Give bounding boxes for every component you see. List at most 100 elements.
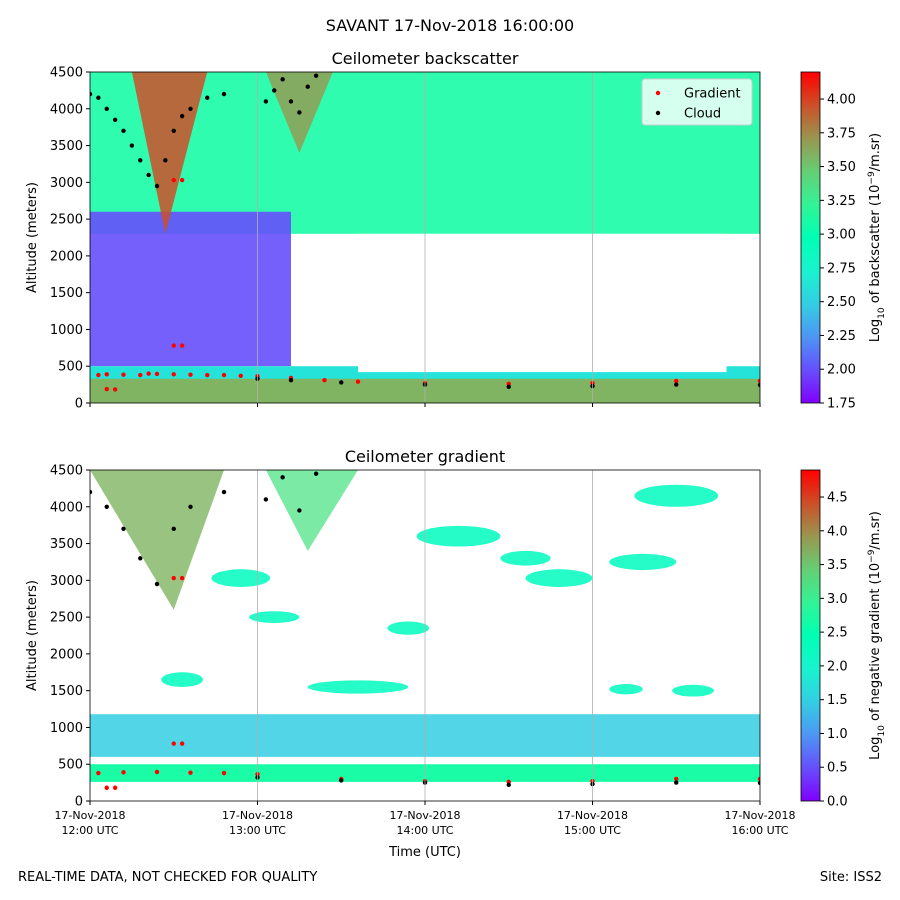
legend-label: Cloud — [684, 107, 721, 122]
y-tick-label: 2500 — [50, 213, 83, 228]
gradient-point — [171, 177, 176, 183]
y-tick-label: 2000 — [50, 249, 83, 264]
colorbar — [800, 469, 821, 802]
cloud-point — [297, 110, 302, 115]
cloud-point — [171, 128, 176, 134]
colorbar-tick-label: 0.5 — [827, 761, 848, 776]
gradient-point — [121, 372, 126, 377]
x-tick-label: 12:00 UTC — [61, 824, 118, 837]
gradient-patch — [211, 569, 271, 587]
y-tick-label: 0 — [75, 397, 83, 412]
colorbar-tick-label: 2.25 — [827, 329, 856, 344]
cloud-point — [112, 117, 118, 123]
gradient-patch — [307, 680, 409, 694]
colorbar-label-part: of negative gradient (10 — [868, 563, 883, 725]
gradient-patch — [609, 684, 643, 695]
cloud-point — [339, 380, 344, 385]
x-tick-label: 17-Nov-2018 — [54, 809, 125, 822]
cloud-point — [90, 489, 93, 495]
gradient-point — [171, 741, 176, 746]
gradient-patch — [672, 684, 714, 697]
gradient-point — [112, 785, 118, 790]
colorbar-tick-label: 4.0 — [827, 524, 848, 539]
cloud-point — [221, 91, 227, 97]
y-tick-label: 3500 — [50, 139, 83, 154]
gradient-point — [322, 377, 327, 383]
gradient-patch — [249, 611, 300, 623]
y-tick-label: 4000 — [50, 500, 83, 515]
y-tick-label: 1500 — [50, 286, 83, 301]
cloud-point — [154, 581, 160, 587]
cloud-point — [313, 73, 319, 78]
gradient-point — [757, 776, 760, 782]
gradient-point — [188, 372, 193, 377]
cloud-point — [263, 497, 269, 502]
gradient-point — [221, 372, 227, 378]
gradient-point — [171, 343, 176, 348]
gradient-point — [238, 373, 243, 378]
gradient-point — [154, 769, 160, 775]
gradient-patch — [387, 621, 430, 635]
x-tick-label: 14:00 UTC — [396, 824, 453, 837]
cloud-point — [146, 172, 151, 178]
gradient-point — [104, 785, 109, 790]
cloud-point — [179, 113, 185, 119]
colorbar-label-part: −9 — [867, 171, 877, 185]
site-label: Site: ISS2 — [819, 870, 882, 885]
cloud-point — [171, 526, 176, 532]
legend-label: Gradient — [684, 87, 741, 102]
panel-title: Ceilometer backscatter — [332, 49, 519, 68]
x-tick-label: 15:00 UTC — [564, 824, 621, 837]
x-tick-label: 17-Nov-2018 — [222, 809, 293, 822]
gradient-point — [179, 177, 185, 183]
gradient-plume-field — [90, 470, 224, 610]
colorbar-tick-label: 0.0 — [827, 795, 848, 810]
no-signal-region — [358, 233, 727, 373]
gradient-point — [121, 770, 126, 775]
gradient-patch — [416, 525, 501, 547]
x-tick-label: 17-Nov-2018 — [557, 809, 628, 822]
colorbar-tick-label: 2.00 — [827, 363, 856, 378]
cloud-point — [188, 106, 193, 111]
legend-frame — [641, 78, 753, 126]
gradient-point — [96, 372, 101, 378]
gradient-point — [96, 770, 101, 776]
colorbar-tick-label: 3.0 — [827, 592, 848, 607]
residual-layer-field — [90, 211, 291, 367]
y-tick-label: 1500 — [50, 684, 83, 699]
gradient-point — [179, 343, 185, 348]
cloud-point — [674, 780, 679, 785]
cloud-point — [121, 526, 126, 532]
gradient-patch — [500, 550, 551, 566]
y-tick-label: 2000 — [50, 647, 83, 662]
cloud-point — [263, 99, 269, 104]
y-tick-label: 4500 — [50, 66, 83, 81]
cloud-point — [757, 780, 760, 786]
cloud-point — [90, 91, 93, 97]
gradient-point — [171, 575, 176, 581]
cloud-point — [506, 782, 511, 788]
gradient-patch — [609, 553, 677, 571]
colorbar-tick-label: 2.50 — [827, 295, 856, 310]
colorbar-tick-label: 3.25 — [827, 194, 856, 209]
y-tick-label: 3500 — [50, 537, 83, 552]
quality-disclaimer: REAL-TIME DATA, NOT CHECKED FOR QUALITY — [18, 870, 318, 885]
colorbar-label-part: of backscatter (10 — [868, 185, 883, 308]
cloud-point — [154, 183, 160, 189]
cloud-point — [121, 128, 126, 134]
gradient-point — [221, 770, 227, 776]
colorbar — [800, 71, 821, 404]
legend-marker — [655, 110, 661, 116]
cloud-point — [305, 84, 310, 89]
cloud-point — [104, 106, 109, 111]
colorbar-label-part: −9 — [867, 549, 877, 563]
y-axis-label: Altitude (meters) — [25, 182, 40, 293]
colorbar-label-part: /m.sr) — [868, 133, 883, 171]
cloud-point — [272, 88, 277, 93]
colorbar-tick-label: 2.0 — [827, 659, 848, 674]
cloud-point — [138, 556, 143, 561]
legend: Gradient Cloud — [641, 78, 753, 126]
figure-title: SAVANT 17-Nov-2018 16:00:00 — [325, 16, 575, 35]
cloud-point — [674, 382, 679, 387]
